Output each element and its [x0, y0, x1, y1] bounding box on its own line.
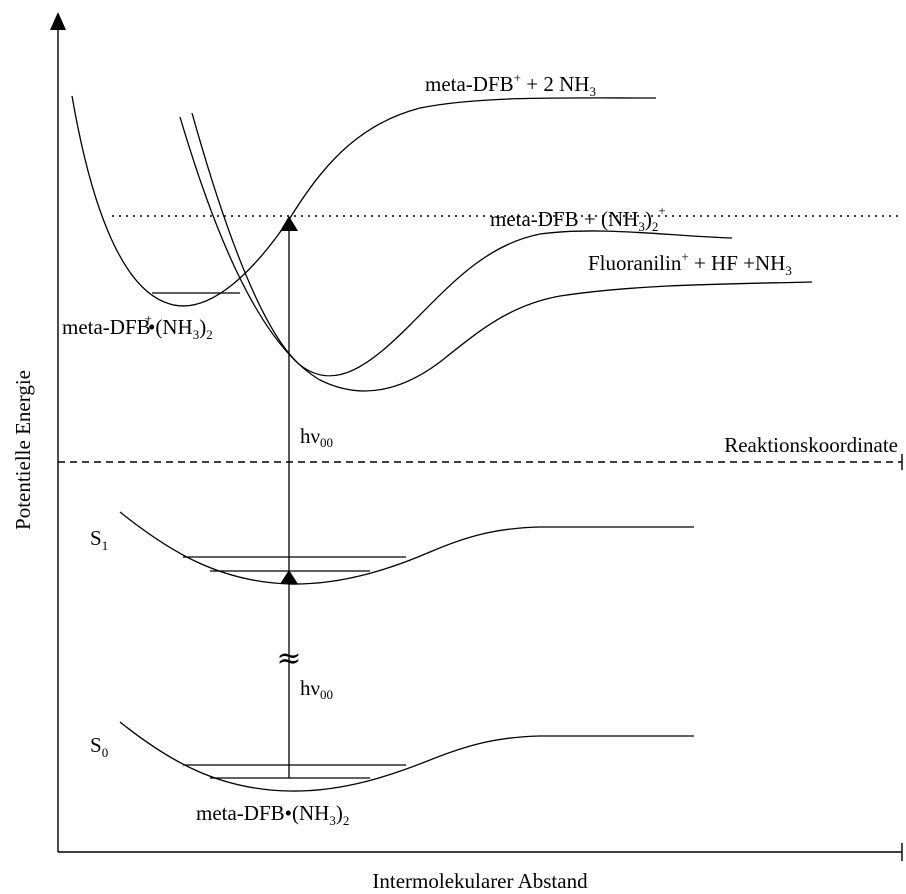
upper-arrowhead-icon: [280, 216, 298, 231]
reaction-coordinate-label: Reaktionskoordinate: [724, 433, 898, 457]
s0-curve: [119, 721, 694, 792]
lower-arrowhead-icon: [280, 570, 298, 584]
s1-curve: [119, 511, 694, 585]
break-symbol: ≈: [276, 641, 301, 676]
axes: [50, 12, 903, 861]
y-axis-arrow-icon: [50, 12, 66, 30]
dotted-level-label: meta-DFB + (NH3)2+: [490, 203, 666, 234]
proton-transfer-curve: [191, 112, 733, 377]
lower-photon-label: hν00: [300, 676, 333, 702]
cation-complex-label: meta-DFB+•(NH3)2: [62, 311, 213, 342]
x-axis-label: Intermolekularer Abstand: [372, 869, 588, 893]
s0-label: S0: [90, 733, 108, 760]
upper-photon-label: hν00: [300, 424, 333, 450]
cation-complex-curve: [71, 95, 657, 307]
y-axis-label: Potentielle Energie: [11, 370, 35, 530]
neutral-complex-label: meta-DFB•(NH3)2: [196, 801, 349, 828]
s1-label: S1: [90, 526, 108, 553]
fluoroaniline-curve: [179, 116, 813, 392]
cation-asymptote-label: meta-DFB+ + 2 NH3: [425, 70, 596, 99]
fluoroaniline-label: Fluoranilin+ + HF +NH3: [588, 249, 792, 278]
